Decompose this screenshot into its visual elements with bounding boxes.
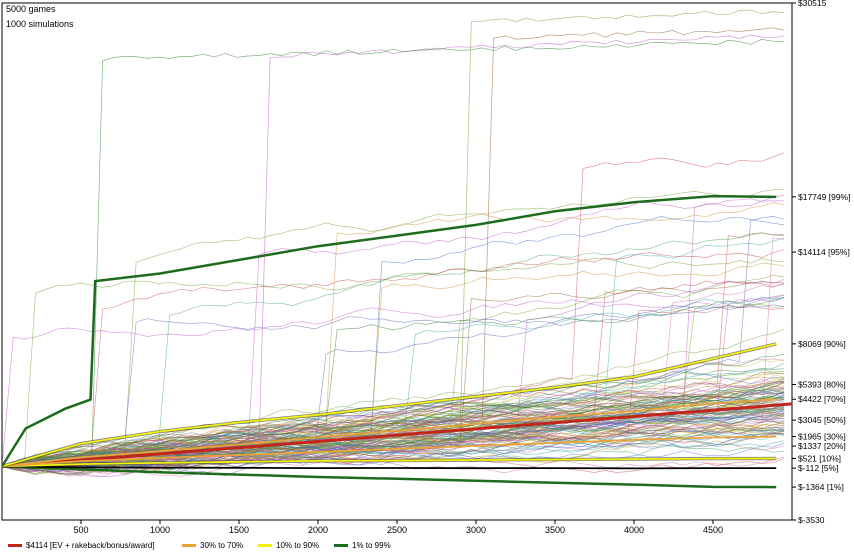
simulation-trace: [1, 424, 785, 475]
legend-item-ev: $4114 [EV + rakeback/bonus/award]: [8, 541, 155, 550]
simulation-trace: [1, 294, 785, 467]
series-p10-line: [1, 457, 777, 468]
simulation-trace: [1, 189, 785, 467]
right-value-label: $-112 [5%]: [798, 463, 838, 473]
series-p70-line: [1, 398, 777, 468]
right-value-label: $3045 [50%]: [798, 415, 846, 425]
simulation-trace: [1, 304, 785, 473]
x-tick-label: 2000: [308, 525, 328, 535]
series-ev-line: [1, 402, 793, 468]
right-value-label: $1337 [20%]: [798, 441, 846, 451]
simulation-trace: [1, 9, 785, 470]
legend-item-10-90: 10% to 90%: [258, 541, 319, 550]
simulation-trace: [1, 417, 785, 470]
legend-item-30-70: 30% to 70%: [182, 541, 243, 550]
right-value-label: $4422 [70%]: [798, 394, 846, 404]
games-count-label: 5000 games: [6, 4, 56, 14]
right-value-label: $-3530: [798, 515, 825, 525]
legend-label-ev: $4114 [EV + rakeback/bonus/award]: [26, 541, 155, 550]
series-p30-line: [1, 435, 777, 468]
right-value-label: $5393 [80%]: [798, 379, 846, 389]
simulation-trace: [1, 404, 785, 467]
x-tick-label: 4500: [703, 525, 723, 535]
x-tick-label: 500: [73, 525, 88, 535]
right-value-label: $-1364 [1%]: [798, 482, 844, 492]
simulation-trace: [1, 297, 785, 467]
series-p5-line: [1, 465, 777, 470]
series-p90-line: [1, 343, 777, 468]
legend-swatch-30-70: [182, 544, 196, 547]
x-tick-label: 1000: [150, 525, 170, 535]
right-value-label: $521 [10%]: [798, 453, 841, 463]
x-tick-label: 3500: [545, 525, 565, 535]
simulation-trace: [1, 388, 785, 467]
simulation-trace: [1, 412, 785, 478]
simulation-trace: [1, 38, 785, 475]
simulation-trace: [1, 380, 785, 469]
right-value-label: $14114 [95%]: [798, 247, 850, 257]
right-value-label: $1965 [30%]: [798, 432, 846, 442]
simulation-trace: [1, 380, 785, 470]
simulation-trace: [1, 389, 785, 467]
series-p1-line: [1, 465, 777, 489]
series-p99-line: [0, 194, 777, 468]
x-tick-label: 2500: [387, 525, 407, 535]
right-value-label: $17749 [99%]: [798, 192, 850, 202]
legend-swatch-10-90: [258, 544, 272, 547]
simulation-trace: [1, 249, 785, 470]
legend-item-1-99: 1% to 99%: [334, 541, 391, 550]
x-tick-label: 1500: [229, 525, 249, 535]
legend-label-10-90: 10% to 90%: [276, 541, 320, 550]
simulation-trace: [1, 262, 785, 467]
simulations-count-label: 1000 simulations: [6, 19, 74, 29]
right-value-label: $8069 [90%]: [798, 339, 846, 349]
simulation-trace: [1, 422, 785, 471]
simulation-trace: [1, 258, 785, 468]
simulation-trace: [1, 328, 785, 467]
legend-swatch-ev: [8, 544, 22, 547]
simulation-trace: [1, 152, 785, 467]
right-value-label: $30515: [798, 0, 827, 8]
x-tick-label: 3000: [466, 525, 486, 535]
legend-label-1-99: 1% to 99%: [352, 541, 391, 550]
legend-label-30-70: 30% to 70%: [200, 541, 244, 550]
simulation-trace: [1, 387, 785, 467]
chart-legend: $4114 [EV + rakeback/bonus/award] 30% to…: [0, 540, 854, 553]
legend-swatch-1-99: [334, 544, 348, 547]
x-tick-label: 4000: [624, 525, 644, 535]
